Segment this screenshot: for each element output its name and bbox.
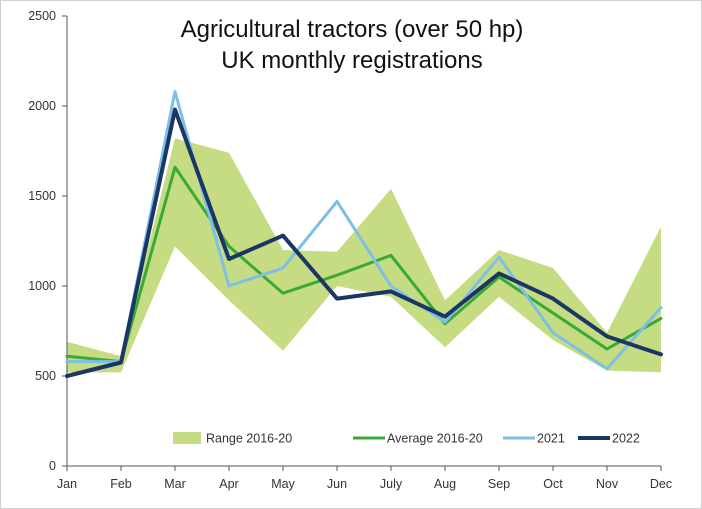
y-tick-label: 1500 (28, 189, 56, 203)
x-tick-label: Apr (219, 477, 238, 491)
x-tick-label: May (271, 477, 295, 491)
y-tick-label: 2000 (28, 99, 56, 113)
series-line-2022 (65, 107, 663, 378)
series-lines (65, 90, 663, 378)
legend-label-range: Range 2016-20 (206, 432, 292, 446)
y-tick-label: 2500 (28, 9, 56, 23)
range-band (67, 138, 661, 373)
x-tick-label: Mar (164, 477, 186, 491)
series-line-2021 (65, 90, 663, 371)
legend: Range 2016-20 Average 2016-20 2021 2022 (173, 432, 640, 446)
x-tick-label: Nov (596, 477, 619, 491)
x-tick-label: Jun (327, 477, 347, 491)
legend-label-series: 2021 (537, 432, 565, 446)
series-line-average-2016-20 (65, 165, 663, 364)
chart-subtitle: UK monthly registrations (221, 47, 482, 74)
x-tick-label: Jan (57, 477, 77, 491)
range-band-layer (67, 138, 661, 373)
legend-label-series: Average 2016-20 (387, 432, 483, 446)
legend-label-series: 2022 (612, 432, 640, 446)
x-tick-label: Sep (488, 477, 510, 491)
chart-title: Agricultural tractors (over 50 hp) (181, 16, 524, 43)
x-tick-label: Dec (650, 477, 672, 491)
y-tick-label: 1000 (28, 279, 56, 293)
x-tick-label: July (380, 477, 403, 491)
axes: 0 500 1000 1500 2000 2500 Jan Feb Mar Apr May Jun Ju… (28, 9, 672, 491)
x-tick-label: Feb (110, 477, 132, 491)
y-tick-label: 500 (35, 369, 56, 383)
x-tick-label: Aug (434, 477, 456, 491)
legend-swatch-range (173, 432, 201, 444)
y-tick-label: 0 (49, 459, 56, 473)
x-tick-label: Oct (543, 477, 563, 491)
